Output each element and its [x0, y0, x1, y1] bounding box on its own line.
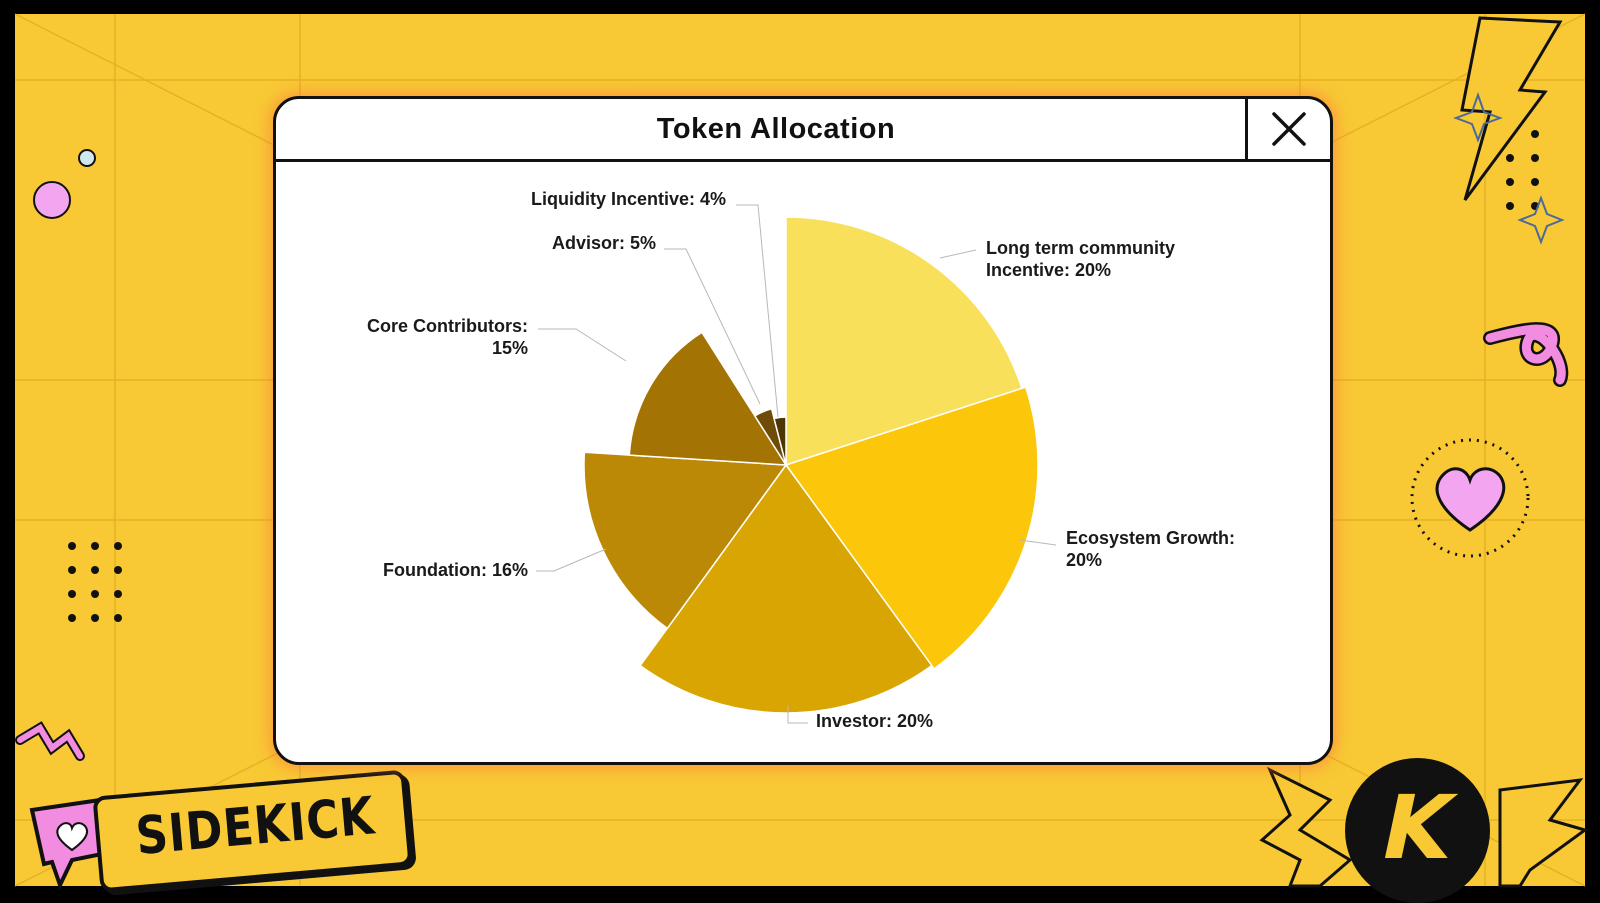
- leader-line: [536, 548, 607, 572]
- leader-line: [939, 249, 977, 259]
- data-label: Foundation: 16%: [383, 560, 528, 580]
- leader-line: [664, 248, 761, 405]
- data-label: Core Contributors: 15%: [367, 316, 528, 358]
- pink-circle-decoration: [33, 181, 71, 219]
- pie-slice-ecosystem-growth: [784, 386, 1039, 670]
- blue-circle-decoration: [78, 149, 96, 167]
- heart-icon: [1435, 467, 1506, 532]
- chart-window: Long term community Incentive: 20% Ecosyst…: [273, 96, 1333, 765]
- pie-slice-advisor: [753, 407, 787, 466]
- close-button[interactable]: [1245, 99, 1330, 159]
- lightning-decoration: [1498, 778, 1589, 888]
- brand-name: SIDEKICK: [133, 786, 378, 868]
- data-label: Advisor: 5%: [552, 233, 656, 253]
- pie-slice-liquidity-incentive: [773, 416, 787, 466]
- window-title: Token Allocation: [656, 113, 896, 145]
- lightning-decoration: [1259, 766, 1353, 888]
- close-icon: [1272, 112, 1306, 146]
- k-logo: K: [1345, 758, 1490, 903]
- data-label: Investor: 20%: [816, 711, 933, 731]
- window-titlebar: Token Allocation: [276, 99, 1330, 162]
- logo-letter: K: [1372, 776, 1463, 879]
- leader-line: [538, 328, 627, 362]
- leader-line: [1019, 539, 1057, 546]
- lightning-icon: [1460, 16, 1563, 201]
- dotted-ring-decoration: [1410, 438, 1530, 558]
- pie-slice-foundation: [583, 451, 788, 630]
- sparkle-icon: [1453, 91, 1503, 143]
- leader-line: [736, 204, 779, 418]
- sparkle-icon: [1517, 195, 1565, 245]
- pie-slice-investor: [639, 463, 933, 714]
- pie-slice-core-contributors: [628, 331, 788, 466]
- data-label: Liquidity Incentive: 4%: [531, 189, 726, 209]
- leader-line: [787, 705, 808, 724]
- data-label: Ecosystem Growth: 20%: [1066, 528, 1235, 570]
- data-label: Long term community Incentive: 20%: [986, 238, 1175, 280]
- pie-chart: Long term community Incentive: 20% Ecosyst…: [367, 189, 1235, 731]
- pie-slice-long-term-community-incentive: [785, 216, 1023, 467]
